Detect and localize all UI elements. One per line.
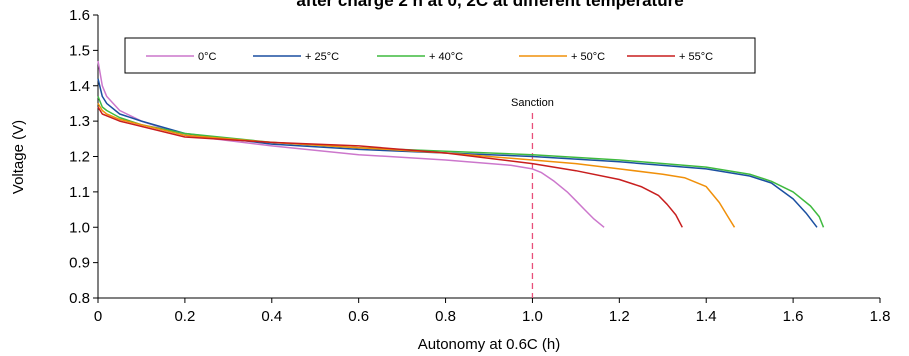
legend-label: + 50°C: [571, 51, 605, 63]
x-tick-label: 1.0: [522, 308, 543, 325]
y-tick-label: 0.9: [69, 255, 90, 272]
x-tick-label: 0: [94, 308, 102, 325]
chart-title: after charge 2 h at 0, 2C at different t…: [296, 0, 683, 10]
legend-label: + 40°C: [429, 51, 463, 63]
y-tick-label: 0.8: [69, 290, 90, 307]
legend: 0°C + 25°C + 40°C + 50°C + 55°C: [124, 37, 756, 74]
series-line-1: [97, 78, 818, 228]
sanction-annotation: Sanction: [511, 97, 554, 298]
x-tick-label: 0.2: [174, 308, 195, 325]
x-tick-label: 0.6: [348, 308, 369, 325]
series-line-0: [97, 60, 605, 228]
x-tick-label: 1.2: [609, 308, 630, 325]
x-tick-label: 0.8: [435, 308, 456, 325]
y-tick-label: 1.4: [69, 78, 90, 95]
axes: 0.8 0.9 1.0 1.1 1.2 1.3 1.4 1.5 1.6 0 0.2 0.4 0.6 0.8…: [69, 7, 890, 325]
x-tick-label: 1.6: [783, 308, 804, 325]
x-tick-label: 1.4: [696, 308, 717, 325]
legend-label: + 25°C: [305, 51, 339, 63]
legend-label: 0°C: [198, 51, 217, 63]
x-tick-label: 1.8: [870, 308, 891, 325]
y-tick-label: 1.3: [69, 113, 90, 130]
y-tick-label: 1.6: [69, 7, 90, 24]
series-lines: [97, 60, 825, 228]
x-axis-title: Autonomy at 0.6C (h): [418, 336, 561, 353]
series-line-4: [97, 106, 683, 228]
series-line-3: [97, 103, 736, 228]
y-tick-label: 1.5: [69, 42, 90, 59]
y-tick-label: 1.2: [69, 149, 90, 166]
y-axis-title: Voltage (V): [10, 120, 27, 194]
series-line-2: [97, 96, 825, 228]
y-tick-label: 1.1: [69, 184, 90, 201]
sanction-label: Sanction: [511, 97, 554, 109]
x-tick-label: 0.4: [261, 308, 282, 325]
legend-label: + 55°C: [679, 51, 713, 63]
y-tick-label: 1.0: [69, 219, 90, 236]
